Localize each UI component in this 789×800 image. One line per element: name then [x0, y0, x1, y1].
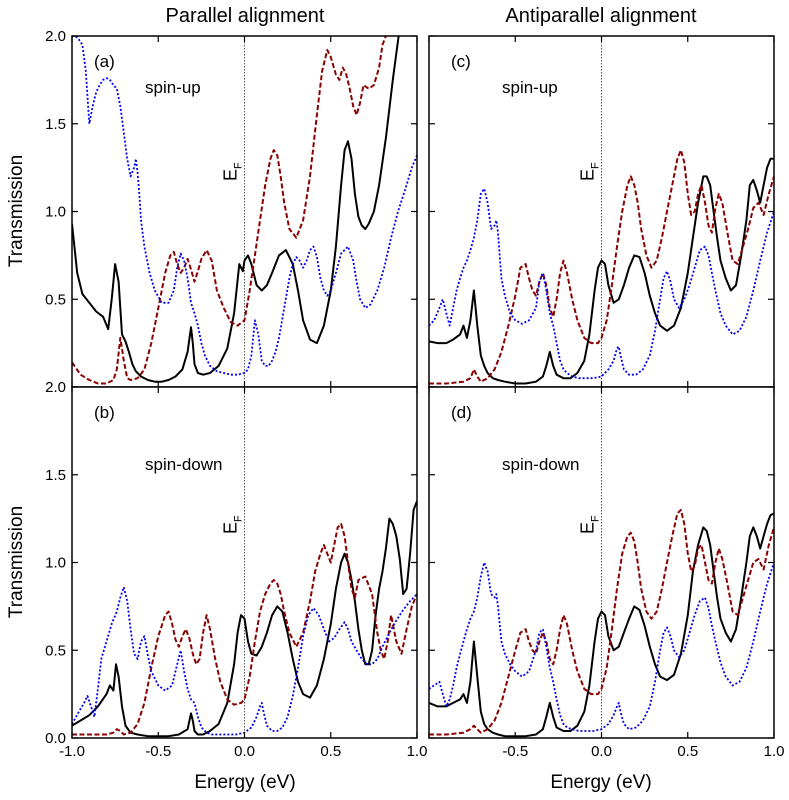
x-tick-label: 0.5: [320, 743, 341, 760]
column-title-parallel: Parallel alignment: [166, 5, 325, 27]
fermi-label: EF: [578, 515, 602, 534]
y-tick-label: 1.0: [45, 204, 66, 221]
series-dotted: [72, 586, 417, 736]
spin-annotation: spin-up: [502, 78, 558, 97]
series-group: [429, 149, 774, 385]
y-tick-label: 2.0: [45, 28, 66, 45]
x-tick-label: -0.5: [502, 743, 528, 760]
spin-annotation: spin-down: [502, 455, 580, 474]
x-axis-label-left: Energy (eV): [194, 772, 295, 793]
fermi-label: EF: [578, 162, 602, 181]
x-tick-label: 1.0: [407, 743, 428, 760]
series-solid: [72, 500, 417, 738]
x-tick-label: -0.5: [145, 743, 171, 760]
x-tick-label: -1.0: [59, 743, 85, 760]
y-tick-label: 1.5: [45, 116, 66, 133]
x-tick-label: 1.0: [764, 743, 785, 760]
panel-b: -1.0 -0.5 0.0 0.5 1.0 0.0 0.5 1.0 1.5 2.0 (b) spin-…: [45, 379, 427, 760]
panel-a: 0.5 1.0 1.5 2.0 (a) spin-up EF: [45, 28, 418, 388]
series-dashed: [429, 149, 774, 385]
panel-label: (c): [451, 52, 471, 71]
panel-c: (c) spin-up EF: [428, 35, 775, 388]
panel-d: -0.5 0.0 0.5 1.0 (d) spin-down EF: [428, 386, 785, 760]
series-group: [429, 508, 774, 738]
y-tick-label: 1.0: [45, 555, 66, 572]
series-dashed: [429, 508, 774, 736]
x-tick-label: 0.5: [677, 743, 698, 760]
series-dashed: [72, 522, 417, 736]
y-axis-label-bottom: Transmission: [6, 506, 27, 618]
y-tick-label: 0.5: [45, 291, 66, 308]
panel-label: (d): [451, 403, 472, 422]
panel-label: (a): [94, 52, 115, 71]
x-tick-label: 0.0: [591, 743, 612, 760]
plot-frame: [428, 386, 775, 739]
series-group: [72, 36, 417, 385]
panel-label: (b): [94, 403, 115, 422]
fermi-label: EF: [221, 162, 245, 181]
fermi-label: EF: [221, 515, 245, 534]
y-tick-label: 1.5: [45, 467, 66, 484]
x-axis-label-right: Energy (eV): [550, 772, 651, 793]
series-solid: [72, 36, 400, 383]
panels: 0.5 1.0 1.5 2.0 (a) spin-up EF -1.0 -0.5 0.0 0.5 1.…: [45, 28, 785, 760]
series-group: [72, 500, 417, 738]
y-tick-label: 0.5: [45, 642, 66, 659]
x-tick-label: 0.0: [234, 743, 255, 760]
spin-annotation: spin-down: [145, 455, 223, 474]
y-axis-label-top: Transmission: [6, 155, 27, 267]
series-solid: [429, 157, 774, 385]
series-dotted: [429, 187, 774, 380]
y-tick-label: 0.0: [45, 730, 66, 747]
plot-frame: [71, 386, 418, 739]
series-solid: [429, 512, 774, 738]
column-title-antiparallel: Antiparallel alignment: [505, 5, 697, 27]
spin-annotation: spin-up: [145, 78, 201, 97]
y-tick-label: 2.0: [45, 379, 66, 396]
